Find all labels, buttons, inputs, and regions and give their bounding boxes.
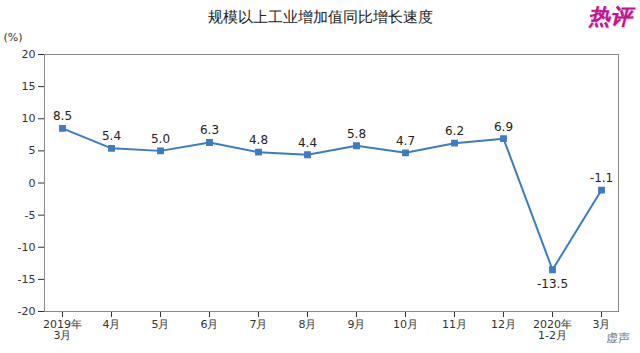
svg-text:5: 5 (29, 144, 36, 157)
html-text:规模以上工业增加值同比增长速度: 规模以上工业增加值同比增长速度 (207, 8, 433, 26)
svg-text:0: 0 (29, 177, 36, 190)
svg-text:11月: 11月 (442, 318, 467, 331)
svg-text:5.0: 5.0 (151, 132, 170, 146)
svg-text:10: 10 (22, 112, 36, 125)
svg-text:10月: 10月 (393, 318, 418, 331)
svg-text:8月: 8月 (299, 318, 317, 331)
svg-text:-15: -15 (18, 273, 36, 286)
svg-text:6.3: 6.3 (200, 123, 219, 137)
svg-text:7月: 7月 (250, 318, 268, 331)
svg-text:-13.5: -13.5 (537, 277, 568, 291)
svg-text:8.5: 8.5 (53, 109, 72, 123)
html-text:热评: 热评 (588, 4, 632, 29)
svg-text:3月: 3月 (592, 318, 611, 332)
svg-text:6.2: 6.2 (445, 124, 464, 138)
svg-text:4.7: 4.7 (396, 134, 415, 148)
svg-text:5月: 5月 (152, 318, 170, 331)
svg-text:2019年3月: 2019年3月 (43, 318, 82, 342)
svg-text:4月: 4月 (103, 318, 121, 331)
svg-text:20: 20 (22, 48, 36, 61)
html-text:虚声: 虚声 (606, 331, 630, 345)
svg-text:12月: 12月 (491, 318, 516, 331)
svg-text:4.8: 4.8 (249, 133, 268, 147)
svg-text:6.9: 6.9 (494, 120, 513, 134)
svg-text:5.4: 5.4 (102, 129, 121, 143)
svg-text:-10: -10 (18, 241, 36, 254)
svg-text:4.4: 4.4 (298, 136, 317, 150)
svg-text:-20: -20 (18, 305, 36, 318)
svg-text:-1.1: -1.1 (590, 171, 613, 185)
svg-text:5.8: 5.8 (347, 127, 366, 141)
svg-text:15: 15 (22, 80, 36, 93)
svg-text:-5: -5 (25, 209, 36, 222)
svg-text:9月: 9月 (348, 318, 366, 331)
svg-text:6月: 6月 (201, 318, 219, 331)
svg-text:2020年1-2月: 2020年1-2月 (533, 318, 572, 342)
svg-text:(%): (%) (4, 31, 23, 44)
